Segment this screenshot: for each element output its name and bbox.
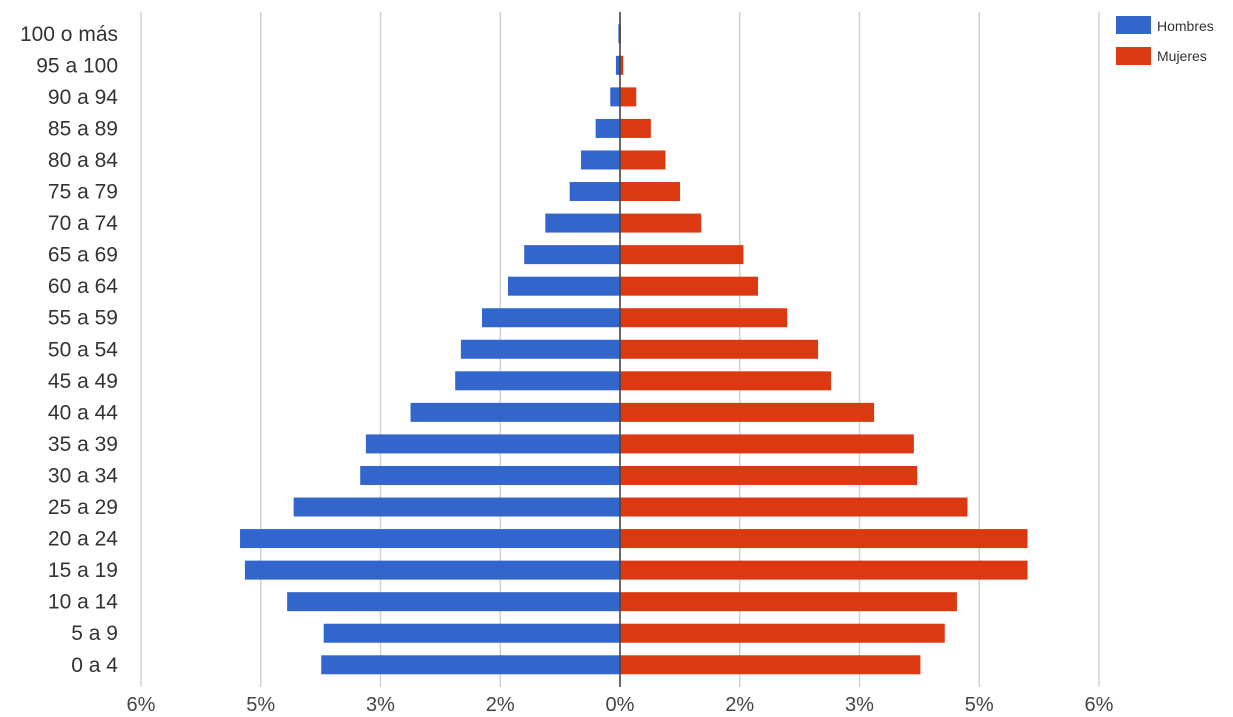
bar-mujeres[interactable] xyxy=(620,434,914,454)
bar-mujeres[interactable] xyxy=(620,150,666,170)
category-label: 10 a 14 xyxy=(48,591,118,614)
bar-mujeres[interactable] xyxy=(620,118,651,138)
legend-swatch-hombres[interactable] xyxy=(1116,16,1151,34)
bar-hombres[interactable] xyxy=(545,213,620,233)
bar-mujeres[interactable] xyxy=(620,497,968,517)
bar-hombres[interactable] xyxy=(455,371,620,391)
bar-mujeres[interactable] xyxy=(620,623,945,643)
category-label: 100 o más xyxy=(20,23,118,46)
bar-hombres[interactable] xyxy=(321,655,620,675)
bar-mujeres[interactable] xyxy=(620,182,681,202)
bar-mujeres[interactable] xyxy=(620,529,1028,549)
x-tick-label: 3% xyxy=(366,694,395,716)
x-tick-labels: 6% 5% 3% 2% 0% 2% 3% 5% 6% xyxy=(127,694,1114,716)
bar-mujeres[interactable] xyxy=(620,276,759,296)
category-label: 85 a 89 xyxy=(48,117,118,140)
bar-hombres[interactable] xyxy=(365,434,620,454)
category-label: 25 a 29 xyxy=(48,496,118,519)
category-label: 0 a 4 xyxy=(71,654,118,677)
legend-swatch-mujeres[interactable] xyxy=(1116,47,1151,65)
bar-hombres[interactable] xyxy=(293,497,620,517)
bar-hombres[interactable] xyxy=(410,402,620,422)
bar-hombres[interactable] xyxy=(507,276,620,296)
legend[interactable]: Hombres Mujeres xyxy=(1116,16,1214,65)
category-label: 20 a 24 xyxy=(48,528,118,551)
bar-mujeres[interactable] xyxy=(620,465,918,485)
x-tick-label: 3% xyxy=(845,694,874,716)
category-label: 50 a 54 xyxy=(48,338,118,361)
bar-mujeres[interactable] xyxy=(620,55,624,75)
category-label: 60 a 64 xyxy=(48,275,118,298)
x-tick-label: 5% xyxy=(246,694,275,716)
bar-hombres[interactable] xyxy=(569,182,620,202)
bar-hombres[interactable] xyxy=(524,245,620,265)
bar-hombres[interactable] xyxy=(581,150,620,170)
bar-mujeres[interactable] xyxy=(620,308,788,328)
category-label: 95 a 100 xyxy=(36,54,118,77)
bar-hombres[interactable] xyxy=(240,529,620,549)
bar-mujeres[interactable] xyxy=(620,339,819,359)
bars-layer xyxy=(240,24,1028,675)
bar-hombres[interactable] xyxy=(610,87,620,107)
bar-mujeres[interactable] xyxy=(620,560,1028,580)
category-label: 55 a 59 xyxy=(48,307,118,330)
x-tick-label: 6% xyxy=(127,694,156,716)
x-tick-label: 2% xyxy=(486,694,515,716)
category-label: 30 a 34 xyxy=(48,464,118,487)
category-label: 70 a 74 xyxy=(48,212,118,235)
bar-mujeres[interactable] xyxy=(620,655,921,675)
category-labels: 100 o más 95 a 100 90 a 94 85 a 89 80 a 84 75… xyxy=(20,23,118,677)
bar-hombres[interactable] xyxy=(460,339,620,359)
bar-mujeres[interactable] xyxy=(620,245,744,265)
bar-mujeres[interactable] xyxy=(620,371,832,391)
bar-hombres[interactable] xyxy=(481,308,620,328)
category-label: 5 a 9 xyxy=(71,622,118,645)
x-tick-label: 5% xyxy=(965,694,994,716)
category-label: 90 a 94 xyxy=(48,86,118,109)
x-tick-label: 2% xyxy=(725,694,754,716)
bar-hombres[interactable] xyxy=(615,55,620,75)
bar-hombres[interactable] xyxy=(287,592,620,612)
bar-hombres[interactable] xyxy=(618,24,620,44)
bar-hombres[interactable] xyxy=(595,118,620,138)
bar-hombres[interactable] xyxy=(244,560,620,580)
category-label: 80 a 84 xyxy=(48,149,118,172)
category-label: 65 a 69 xyxy=(48,244,118,267)
bar-mujeres[interactable] xyxy=(620,87,637,107)
category-label: 75 a 79 xyxy=(48,181,118,204)
legend-label-mujeres[interactable]: Mujeres xyxy=(1157,48,1207,64)
bar-hombres[interactable] xyxy=(323,623,620,643)
x-tick-label: 6% xyxy=(1085,694,1114,716)
category-label: 45 a 49 xyxy=(48,370,118,393)
bar-hombres[interactable] xyxy=(360,465,620,485)
x-tick-label: 0% xyxy=(606,694,635,716)
bar-mujeres[interactable] xyxy=(620,592,957,612)
category-label: 15 a 19 xyxy=(48,559,118,582)
bar-mujeres[interactable] xyxy=(620,402,875,422)
category-label: 35 a 39 xyxy=(48,433,118,456)
bar-mujeres[interactable] xyxy=(620,213,702,233)
legend-label-hombres[interactable]: Hombres xyxy=(1157,18,1214,34)
category-label: 40 a 44 xyxy=(48,401,118,424)
